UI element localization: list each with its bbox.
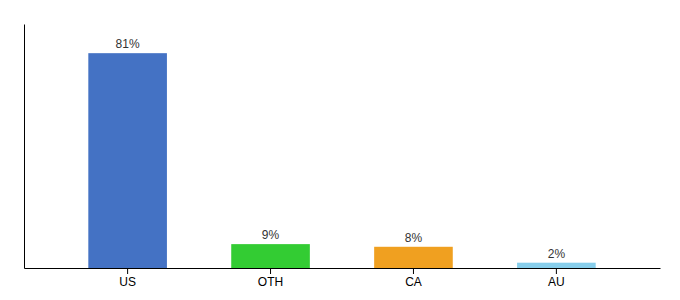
data-label: 81% <box>116 37 140 51</box>
x-tick-label: US <box>119 275 136 289</box>
y-axis-line <box>24 25 25 269</box>
bar <box>517 263 596 268</box>
x-axis: US OTH CA AU <box>25 268 661 289</box>
data-labels: 81% 9% 8% 2% <box>116 37 566 261</box>
x-tick-mark <box>413 268 414 274</box>
x-tick-label: OTH <box>258 275 283 289</box>
x-tick-label: CA <box>405 275 422 289</box>
data-label: 9% <box>262 228 280 242</box>
bars <box>88 53 595 268</box>
y-axis <box>24 25 25 269</box>
x-tick: AU <box>548 268 565 289</box>
x-tick: CA <box>405 268 422 289</box>
plot: 81% 9% 8% 2% US OTH CA AU <box>25 25 661 289</box>
x-tick-mark <box>556 268 557 274</box>
x-tick: OTH <box>258 268 283 289</box>
data-label: 8% <box>405 231 423 245</box>
chart: 81% 9% 8% 2% US OTH CA AU <box>0 0 680 300</box>
x-axis-line <box>25 268 661 269</box>
x-tick-mark <box>127 268 128 274</box>
bar <box>88 53 167 268</box>
data-label: 2% <box>548 247 566 261</box>
bar <box>231 244 310 268</box>
x-tick-mark <box>270 268 271 274</box>
x-tick: US <box>119 268 136 289</box>
x-tick-label: AU <box>548 275 565 289</box>
bar <box>374 247 453 268</box>
